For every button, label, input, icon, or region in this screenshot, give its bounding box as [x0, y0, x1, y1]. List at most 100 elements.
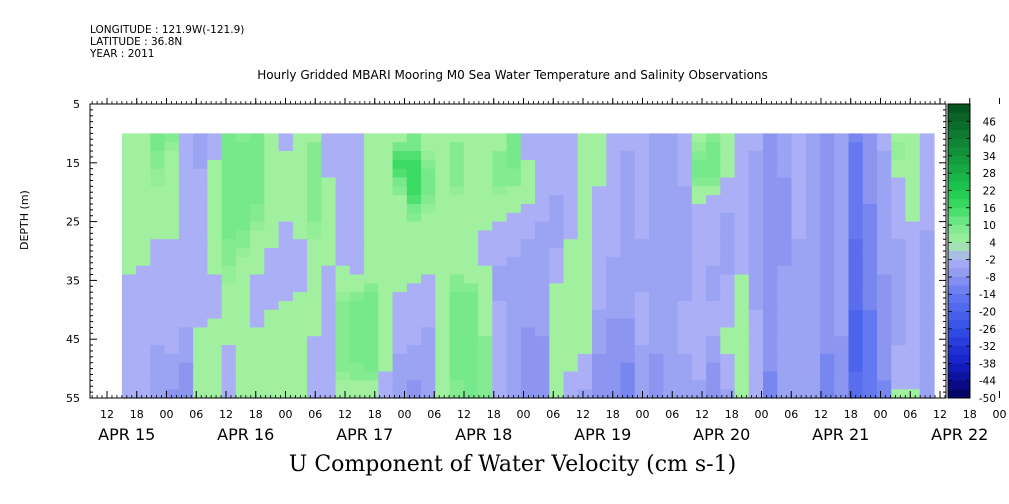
longitude-label: LONGITUDE : 121.9W(-121.9) — [90, 24, 245, 36]
heatmap-cell — [748, 300, 764, 311]
heatmap-cell — [349, 362, 365, 373]
heatmap-cell — [406, 151, 422, 161]
heatmap-cell — [820, 221, 835, 232]
heatmap-cell — [706, 362, 721, 373]
heatmap-cell — [577, 345, 593, 355]
heatmap-cell — [805, 300, 821, 311]
heatmap-cell — [349, 195, 365, 205]
heatmap-cell — [178, 336, 194, 346]
heatmap-cell — [292, 345, 308, 355]
heatmap-cell — [520, 221, 536, 232]
heatmap-cell — [449, 318, 465, 329]
heatmap-cell — [421, 195, 436, 205]
y-tick-label: 5 — [73, 98, 80, 111]
heatmap-cell — [506, 371, 522, 381]
heatmap-cell — [150, 265, 166, 276]
heatmap-cell — [691, 283, 707, 293]
heatmap-cell — [577, 168, 593, 179]
heatmap-cell — [577, 230, 593, 240]
heatmap-cell — [321, 256, 337, 267]
heatmap-cell — [392, 168, 408, 179]
heatmap-cell — [663, 292, 679, 302]
heatmap-cell — [492, 151, 508, 161]
heatmap-cell — [364, 345, 379, 355]
heatmap-cell — [820, 380, 835, 390]
heatmap-cell — [777, 256, 793, 267]
heatmap-cell — [392, 292, 408, 302]
heatmap-cell — [877, 256, 892, 267]
heatmap-cell — [649, 371, 664, 381]
heatmap-cell — [492, 221, 508, 232]
heatmap-cell — [535, 327, 550, 337]
heatmap-cell — [620, 300, 636, 311]
heatmap-cell — [577, 300, 593, 311]
heatmap-cell — [606, 177, 622, 187]
x-hour-label: 00 — [755, 408, 769, 421]
heatmap-cell — [592, 327, 607, 337]
heatmap-cell — [264, 186, 280, 196]
heatmap-cell — [620, 265, 636, 276]
heatmap-cell — [121, 186, 137, 196]
x-hour-label: 06 — [903, 408, 917, 421]
heatmap-cell — [364, 265, 379, 276]
heatmap-cell — [264, 380, 280, 390]
heatmap-cell — [164, 221, 180, 232]
heatmap-cell — [862, 300, 878, 311]
heatmap-cell — [121, 292, 137, 302]
heatmap-cell — [691, 212, 707, 223]
heatmap-cell — [335, 327, 351, 337]
y-tick-label: 35 — [66, 274, 80, 287]
heatmap-cell — [221, 327, 237, 337]
heatmap-cell — [463, 336, 479, 346]
heatmap-cell — [706, 230, 721, 240]
heatmap-cell — [250, 283, 265, 293]
heatmap-cell — [520, 168, 536, 179]
heatmap-cell — [335, 212, 351, 223]
heatmap-cell — [834, 380, 850, 390]
heatmap-cell — [791, 353, 807, 364]
heatmap-cell — [691, 186, 707, 196]
heatmap-cell — [634, 212, 650, 223]
heatmap-cell — [734, 274, 750, 284]
heatmap-cell — [421, 239, 436, 249]
heatmap-cell — [335, 336, 351, 346]
heatmap-cell — [777, 389, 793, 399]
heatmap-cell — [435, 309, 451, 320]
heatmap-cell — [250, 371, 265, 381]
heatmap-cell — [748, 327, 764, 337]
heatmap-cell — [834, 274, 850, 284]
heatmap-cell — [677, 318, 693, 329]
heatmap-cell — [178, 353, 194, 364]
x-hour-label: 00 — [279, 408, 293, 421]
heatmap-cell — [264, 177, 280, 187]
colorbar-label: -32 — [979, 341, 996, 353]
heatmap-cell — [421, 327, 436, 337]
x-hour-label: 00 — [398, 408, 412, 421]
heatmap-cell — [763, 292, 778, 302]
heatmap-cell — [549, 168, 565, 179]
heatmap-cell — [820, 230, 835, 240]
heatmap-cell — [221, 168, 237, 179]
heatmap-cell — [535, 274, 550, 284]
heatmap-cell — [805, 230, 821, 240]
heatmap-cell — [136, 168, 151, 179]
heatmap-cell — [734, 230, 750, 240]
colorbar-label: -8 — [986, 272, 996, 284]
heatmap-cell — [506, 142, 522, 152]
heatmap-cell — [221, 151, 237, 161]
heatmap-cell — [435, 159, 451, 170]
heatmap-cell — [178, 221, 194, 232]
heatmap-cell — [748, 195, 764, 205]
heatmap-cell — [150, 212, 166, 223]
heatmap-cell — [791, 318, 807, 329]
heatmap-cell — [577, 380, 593, 390]
heatmap-cell — [820, 151, 835, 161]
heatmap-cell — [349, 292, 365, 302]
heatmap-cell — [250, 142, 265, 152]
heatmap-cell — [919, 380, 935, 390]
heatmap-cell — [549, 177, 565, 187]
heatmap-cell — [691, 300, 707, 311]
heatmap-cell — [620, 380, 636, 390]
heatmap-cell — [235, 256, 251, 267]
heatmap-cell — [492, 371, 508, 381]
